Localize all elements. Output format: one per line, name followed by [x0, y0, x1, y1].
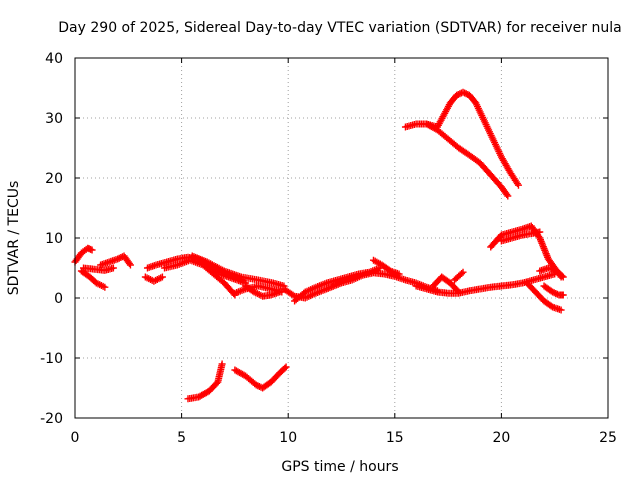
series-arc-1: [71, 244, 96, 266]
data-point: [114, 255, 122, 263]
x-tick-label: 20: [492, 430, 510, 446]
data-point: [158, 273, 166, 281]
y-tick-label: 0: [54, 291, 63, 307]
data-point: [559, 291, 567, 299]
data-point: [454, 287, 462, 295]
data-point: [558, 272, 566, 280]
data-point: [456, 90, 464, 98]
series-arc-14: [291, 264, 384, 305]
series-arc-18: [450, 268, 467, 284]
y-tick-label: 10: [45, 231, 63, 247]
data-point: [254, 382, 262, 390]
chart-title: Day 290 of 2025, Sidereal Day-to-day VTE…: [58, 20, 621, 36]
data-point: [453, 91, 461, 99]
data-point: [88, 246, 96, 254]
y-tick-label: -20: [40, 411, 63, 427]
data-point: [559, 273, 567, 281]
data-point: [503, 191, 511, 198]
data-point: [218, 360, 226, 368]
x-tick-label: 5: [177, 430, 186, 446]
data-marks: [71, 88, 567, 403]
x-tick-label: 15: [386, 430, 404, 446]
data-point: [115, 254, 123, 262]
y-tick-label: 30: [45, 111, 63, 127]
data-point: [252, 381, 260, 389]
series-arc-2: [77, 267, 109, 291]
x-axis-label: GPS time / hours: [281, 459, 398, 475]
series-arc-23: [540, 282, 567, 299]
x-tick-label: 25: [599, 430, 617, 446]
series-arc-15: [369, 256, 403, 278]
data-point: [504, 192, 512, 200]
series-arc-24: [401, 88, 522, 189]
series-arc-10: [231, 282, 286, 297]
series-arc-12: [231, 363, 290, 392]
data-point: [552, 290, 560, 297]
data-point: [459, 268, 467, 276]
x-tick-label: 0: [71, 430, 80, 446]
series-arc-5: [141, 273, 166, 285]
data-point: [454, 90, 462, 98]
data-point: [281, 364, 289, 372]
data-point: [125, 260, 133, 267]
data-point: [550, 289, 558, 297]
data-point: [462, 90, 470, 98]
series-arc-20: [497, 228, 544, 245]
data-point: [126, 261, 134, 269]
data-point: [458, 270, 466, 277]
data-point: [549, 288, 557, 296]
series-arc-17: [429, 273, 463, 296]
y-tick-label: 20: [45, 171, 63, 187]
data-point: [514, 181, 522, 189]
series-arc-3: [80, 264, 117, 274]
series-arc-22: [536, 264, 567, 281]
y-axis-label: SDTVAR / TECUs: [6, 181, 22, 296]
data-point: [385, 266, 393, 274]
data-point: [455, 288, 463, 296]
series-arc-25: [423, 120, 512, 200]
data-point: [536, 228, 544, 236]
data-point: [557, 306, 565, 314]
y-tick-label: -10: [40, 351, 63, 367]
data-point: [289, 291, 297, 299]
data-point: [101, 283, 109, 291]
series-arc-21: [523, 279, 565, 314]
series-arc-4: [97, 252, 134, 269]
data-point: [282, 363, 290, 371]
data-point: [461, 89, 469, 97]
data-point: [109, 264, 117, 272]
data-point: [547, 302, 555, 310]
x-tick-label: 10: [279, 430, 297, 446]
data-point: [459, 88, 467, 96]
series-arc-11: [184, 360, 226, 403]
axis-ticks: 0 5 10 15 20 25 -20 -10 0 10 20 30 40: [40, 51, 617, 446]
plot-frame: [74, 57, 609, 419]
series-arc-7: [161, 256, 239, 299]
data-point: [395, 270, 403, 278]
grid-layer: [75, 58, 608, 418]
y-tick-label: 40: [45, 51, 63, 67]
